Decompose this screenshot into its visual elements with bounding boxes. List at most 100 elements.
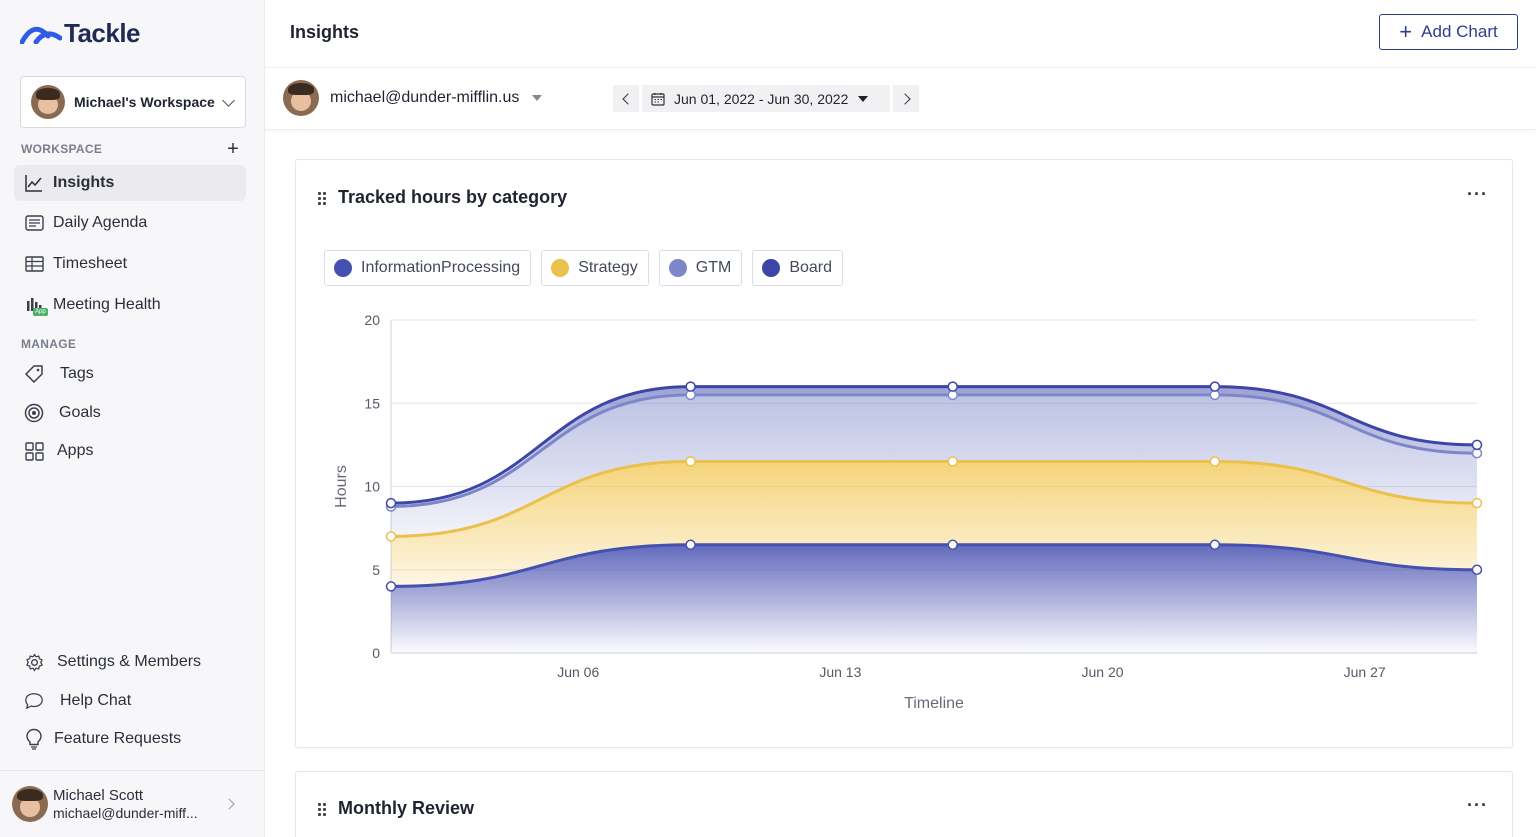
legend-label: Strategy bbox=[578, 259, 638, 276]
workspace-avatar bbox=[31, 85, 65, 119]
app-name: Tackle bbox=[64, 17, 141, 48]
sidebar-item-settings-members[interactable]: Settings & Members bbox=[14, 644, 246, 680]
area-strategy bbox=[391, 461, 1477, 587]
sidebar-item-daily-agenda[interactable]: Daily Agenda bbox=[14, 205, 246, 241]
legend-swatch bbox=[668, 259, 687, 277]
sidebar-item-goals[interactable]: Goals bbox=[14, 395, 246, 431]
app-logo[interactable]: Tackle bbox=[20, 17, 141, 48]
x-axis-label: Timeline bbox=[904, 695, 964, 712]
grid-icon bbox=[24, 441, 44, 461]
more-options-icon[interactable]: ··· bbox=[1467, 795, 1488, 815]
bar-chart-app-icon: App bbox=[24, 295, 48, 316]
y-axis-label: Hours bbox=[333, 465, 350, 508]
page-header: Insights + Add Chart bbox=[265, 0, 1536, 68]
sidebar-item-label: Daily Agenda bbox=[53, 214, 148, 231]
filter-bar: michael@dunder-mifflin.us Jun 01, 2022 -… bbox=[265, 68, 1536, 130]
table-icon bbox=[24, 254, 44, 274]
caret-down-icon bbox=[532, 95, 543, 101]
workspace-name: Michael's Workspace bbox=[74, 94, 215, 110]
workspace-section-label: WORKSPACE bbox=[21, 142, 103, 156]
legend-item-gtm[interactable]: GTM bbox=[658, 250, 743, 286]
area-gtm bbox=[391, 394, 1477, 537]
card-header: Monthly Review bbox=[318, 798, 474, 819]
legend-label: Board bbox=[789, 259, 833, 276]
legend-item-strategy[interactable]: Strategy bbox=[541, 250, 649, 286]
sidebar-item-label: Apps bbox=[57, 442, 94, 459]
data-point-board bbox=[1471, 439, 1483, 451]
data-point-strategy bbox=[685, 456, 696, 467]
sidebar-item-help-chat[interactable]: Help Chat bbox=[14, 683, 246, 719]
sidebar-item-timesheet[interactable]: Timesheet bbox=[14, 246, 246, 282]
sidebar-item-tags[interactable]: Tags bbox=[14, 356, 246, 392]
add-chart-label: Add Chart bbox=[1421, 22, 1498, 41]
area-informationprocessing bbox=[391, 544, 1477, 653]
card-title: Monthly Review bbox=[338, 798, 475, 818]
tackle-logo-icon bbox=[20, 26, 62, 44]
app-badge: App bbox=[33, 308, 48, 316]
next-period-button[interactable] bbox=[893, 85, 919, 112]
x-tick-label: Jun 27 bbox=[1344, 664, 1386, 680]
plus-icon: + bbox=[1399, 19, 1413, 44]
caret-down-icon bbox=[858, 95, 869, 102]
data-point-informationprocessing bbox=[385, 581, 397, 592]
sidebar-item-meeting-health[interactable]: App Meeting Health bbox=[14, 287, 246, 323]
sidebar-item-apps[interactable]: Apps bbox=[14, 433, 246, 469]
legend-item-informationprocessing[interactable]: InformationProcessing bbox=[324, 250, 532, 286]
chevron-right-icon bbox=[898, 92, 911, 105]
data-point-strategy bbox=[385, 531, 397, 542]
data-point-informationprocessing bbox=[685, 539, 696, 551]
user-email: michael@dunder-miff... bbox=[53, 805, 198, 821]
data-point-informationprocessing bbox=[1209, 539, 1221, 551]
manage-section-label: MANAGE bbox=[21, 337, 77, 351]
sidebar-item-label: Insights bbox=[53, 174, 115, 191]
card-title: Tracked hours by category bbox=[338, 187, 568, 207]
y-tick-label: 10 bbox=[364, 479, 380, 495]
user-selector[interactable]: michael@dunder-mifflin.us bbox=[283, 80, 543, 116]
chevron-left-icon bbox=[621, 92, 634, 105]
chart-line-icon bbox=[24, 173, 44, 193]
x-tick-label: Jun 13 bbox=[819, 664, 861, 680]
chat-bubble-icon bbox=[24, 691, 44, 711]
card-header: Tracked hours by category bbox=[318, 187, 567, 208]
sidebar-item-feature-requests[interactable]: Feature Requests bbox=[14, 721, 246, 757]
selected-user-avatar bbox=[283, 80, 319, 116]
sidebar-item-label: Tags bbox=[60, 365, 94, 382]
stacked-area-chart: 0 5 10 15 20 Jun 06 Jun 13 Jun 20 Jun 27 Timeline… bbox=[333, 312, 1483, 712]
drag-handle-icon[interactable] bbox=[318, 802, 326, 816]
sidebar-item-label: Settings & Members bbox=[57, 653, 202, 670]
series-line-gtm bbox=[390, 393, 1478, 508]
add-chart-button[interactable]: + Add Chart bbox=[1379, 14, 1518, 50]
sidebar-item-label: Help Chat bbox=[60, 692, 132, 709]
previous-period-button[interactable] bbox=[613, 85, 639, 112]
sidebar-item-label: Feature Requests bbox=[54, 730, 182, 747]
chart-legend: InformationProcessing Strategy GTM Board bbox=[324, 250, 844, 286]
more-options-icon[interactable]: ··· bbox=[1467, 184, 1488, 204]
drag-handle-icon[interactable] bbox=[318, 191, 326, 205]
chevron-down-icon bbox=[222, 93, 235, 107]
legend-label: InformationProcessing bbox=[361, 259, 521, 276]
date-range-picker[interactable]: Jun 01, 2022 - Jun 30, 2022 bbox=[642, 85, 890, 112]
chevron-right-icon bbox=[223, 798, 235, 810]
workspace-switcher[interactable]: Michael's Workspace bbox=[20, 76, 246, 128]
user-account-menu[interactable]: Michael Scott michael@dunder-miff... bbox=[0, 770, 265, 837]
data-point-board bbox=[947, 381, 958, 392]
calendar-icon bbox=[651, 92, 665, 106]
sidebar-item-insights[interactable]: Insights bbox=[14, 165, 246, 201]
legend-swatch bbox=[762, 259, 781, 277]
legend-label: GTM bbox=[695, 259, 732, 276]
legend-item-board[interactable]: Board bbox=[752, 250, 844, 286]
x-tick-label: Jun 20 bbox=[1081, 664, 1123, 680]
gear-icon bbox=[24, 652, 44, 672]
add-workspace-item-button[interactable]: + bbox=[227, 138, 239, 160]
series-line-board bbox=[390, 385, 1478, 505]
date-range-text: Jun 01, 2022 - Jun 30, 2022 bbox=[674, 90, 849, 107]
data-point-strategy bbox=[1471, 497, 1483, 509]
data-point-board bbox=[385, 497, 397, 509]
data-point-strategy bbox=[1209, 456, 1221, 467]
chart-card-monthly-review: Monthly Review ··· bbox=[295, 771, 1513, 837]
agenda-icon bbox=[24, 213, 44, 233]
page-title: Insights bbox=[290, 22, 360, 42]
sidebar-item-label: Goals bbox=[59, 404, 101, 421]
y-tick-label: 20 bbox=[364, 312, 380, 328]
legend-swatch bbox=[334, 259, 352, 277]
